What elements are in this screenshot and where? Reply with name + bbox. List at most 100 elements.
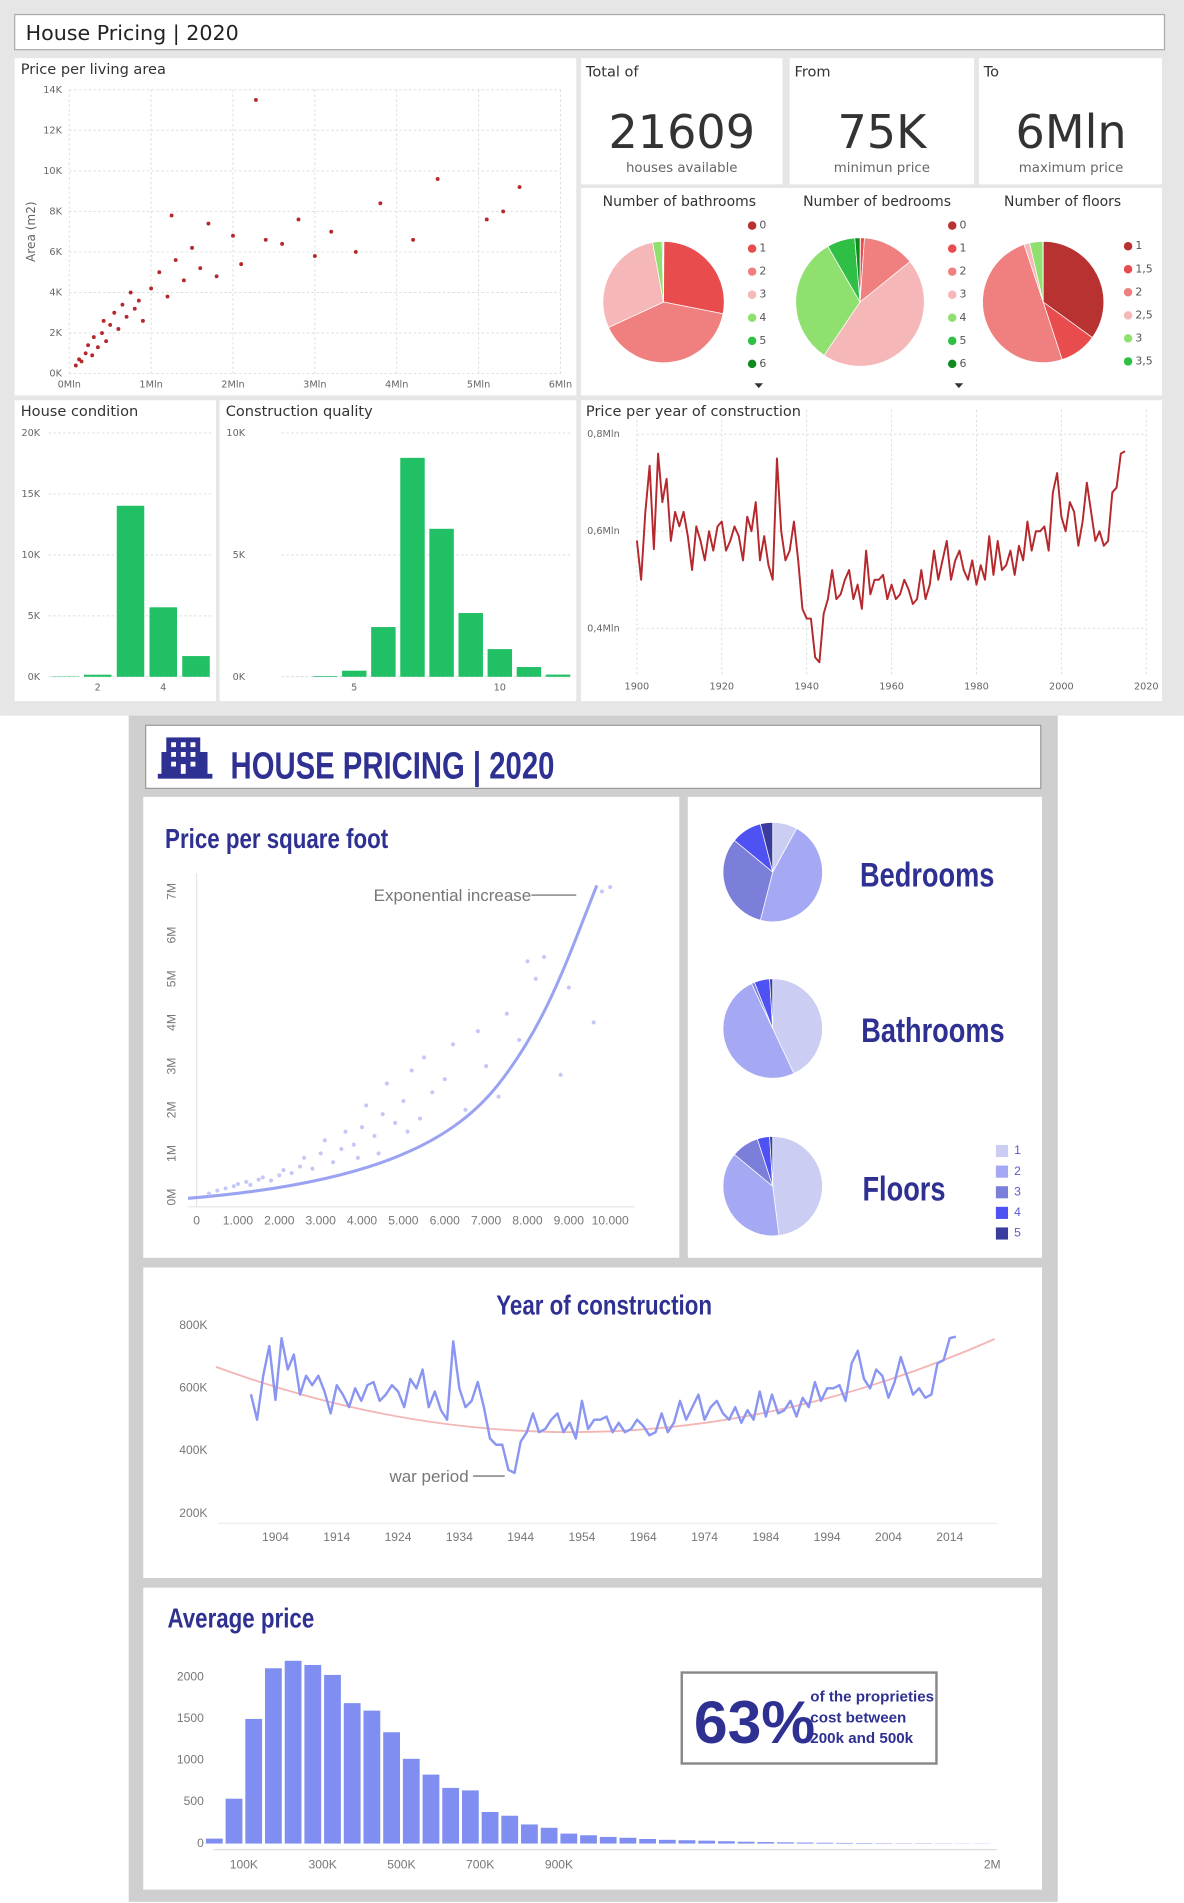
chart-title: Number of floors: [1004, 194, 1121, 210]
point: [343, 1129, 348, 1134]
dropdown-arrow[interactable]: [754, 383, 764, 389]
chart-title: Price per square foot: [165, 824, 389, 855]
legend-label: 5: [1014, 1226, 1021, 1240]
y-tick-label: 20K: [21, 428, 40, 439]
legend-marker: [995, 1144, 1009, 1158]
point: [401, 1098, 406, 1104]
point: [484, 1064, 489, 1069]
point: [608, 885, 613, 890]
callout-value: 63%: [694, 1688, 815, 1756]
kpi-caption: minimun price: [834, 161, 930, 176]
point: [104, 339, 109, 344]
histogram-bar: [324, 1674, 341, 1844]
histogram-bar: [639, 1838, 656, 1844]
x-tick-label: 8.000: [512, 1214, 543, 1228]
point: [442, 1077, 447, 1082]
callout-text: cost between: [810, 1709, 906, 1726]
point: [157, 270, 162, 275]
legend-marker: [995, 1165, 1009, 1178]
y-tick-label: 5K: [233, 550, 246, 561]
x-tick-label: 5Mln: [467, 379, 490, 390]
x-tick-label: 1980: [964, 681, 989, 692]
kpi-caption: maximum price: [1019, 161, 1124, 176]
legend-label: 3: [1014, 1184, 1021, 1198]
x-tick-label: 1964: [630, 1530, 657, 1544]
chart-title: Price per year of construction: [586, 403, 801, 420]
kpi-label: From: [795, 63, 831, 80]
histogram-bar: [717, 1841, 735, 1844]
histogram-bar: [836, 1842, 853, 1844]
point: [312, 254, 317, 258]
panel: [581, 400, 1163, 702]
annotation: Exponential increase: [374, 886, 532, 905]
point: [533, 976, 538, 981]
point: [384, 1081, 389, 1086]
chart-title: Bedrooms: [860, 856, 994, 895]
point: [108, 322, 113, 327]
point: [329, 229, 334, 234]
pie-slice: [772, 1136, 823, 1236]
y-tick-label: 15K: [21, 489, 40, 500]
x-tick-label: 500K: [387, 1858, 415, 1872]
x-tick-label: 1.000: [223, 1214, 254, 1228]
point: [231, 233, 235, 238]
histogram-bar: [501, 1815, 519, 1844]
histogram-bar: [560, 1833, 578, 1844]
histogram-bar: [580, 1835, 597, 1844]
chart-title: Number of bathrooms: [603, 194, 756, 210]
point: [525, 959, 530, 964]
point: [591, 1020, 596, 1025]
point: [223, 1186, 228, 1191]
legend-marker: [995, 1186, 1009, 1199]
bar: [116, 505, 145, 677]
kpi-card: [978, 58, 1163, 185]
point: [86, 343, 91, 348]
y-tick-label: 7M: [165, 883, 179, 900]
x-tick-label: 2: [95, 683, 101, 694]
legend-label: 3: [759, 288, 766, 301]
histogram-bar: [658, 1839, 676, 1844]
point: [310, 1166, 315, 1171]
legend-marker: [1123, 334, 1133, 343]
point: [136, 298, 141, 303]
legend-marker: [1123, 311, 1133, 320]
point: [256, 1177, 261, 1182]
point: [463, 1107, 468, 1112]
bar: [182, 656, 210, 677]
dashboard-title: House Pricing | 2020: [26, 21, 239, 46]
dropdown-arrow[interactable]: [954, 383, 964, 389]
pie-slice: [722, 839, 774, 921]
legend-label: 6: [960, 357, 967, 370]
bar: [342, 670, 367, 677]
point: [83, 351, 88, 356]
point: [376, 1151, 381, 1156]
point: [359, 1125, 365, 1130]
x-tick-label: 2000: [1049, 681, 1074, 692]
point: [140, 318, 145, 323]
kpi-label: To: [983, 63, 999, 80]
pie-slice: [823, 261, 925, 367]
chart-title: Year of construction: [496, 1290, 712, 1321]
point: [100, 331, 104, 335]
histogram-bar: [698, 1840, 716, 1844]
y-tick-label: 0K: [233, 672, 246, 683]
x-tick-label: 1914: [323, 1530, 350, 1544]
x-tick-label: 5.000: [388, 1214, 419, 1228]
point: [169, 213, 174, 218]
pie-slice: [602, 241, 664, 328]
pie-slice: [982, 243, 1063, 364]
point: [165, 294, 170, 299]
pie-slice: [608, 301, 724, 364]
point: [339, 1147, 344, 1152]
x-tick-label: 5: [351, 683, 357, 694]
bar: [545, 674, 571, 677]
point: [496, 1094, 501, 1099]
x-tick-label: 1900: [625, 681, 650, 692]
kpi-value: 6Mln: [1016, 105, 1127, 159]
point: [302, 1155, 307, 1160]
legend-label: 1: [960, 242, 967, 255]
point: [181, 278, 186, 283]
title-box: [145, 724, 1042, 789]
legend-marker: [747, 336, 757, 346]
